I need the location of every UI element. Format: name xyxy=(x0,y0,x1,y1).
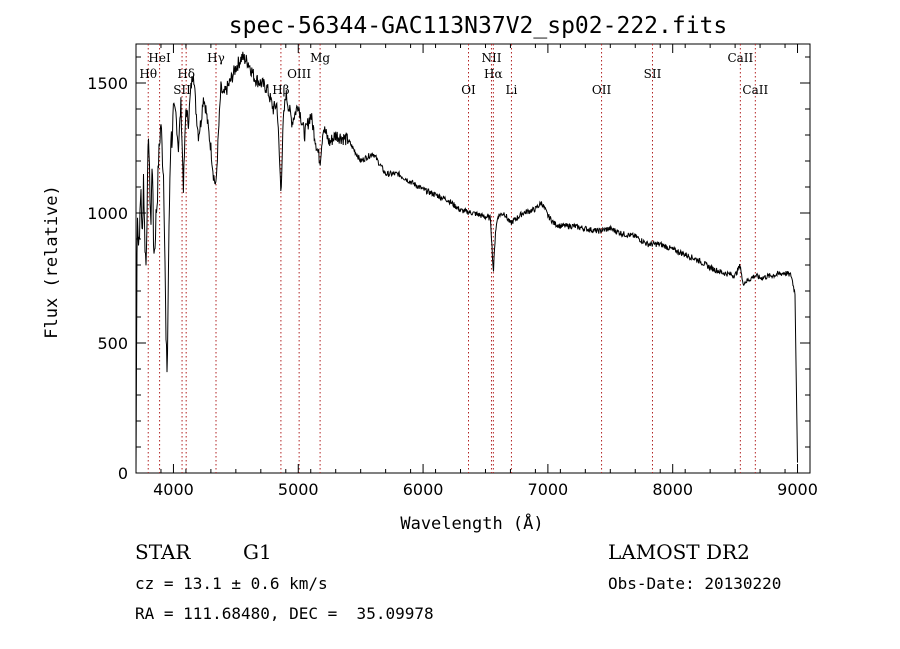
line-marker-label: OIII xyxy=(287,67,311,81)
y-axis-label: Flux (relative) xyxy=(42,185,62,339)
line-marker-label: SII xyxy=(644,67,662,81)
plot-border xyxy=(135,43,811,474)
obs-date: Obs-Date: 20130220 xyxy=(608,574,782,593)
spectrum-series xyxy=(135,51,798,474)
line-marker-label: Hδ xyxy=(177,67,195,81)
line-marker-label: CaII xyxy=(742,83,768,97)
y-tick-label: 0 xyxy=(118,464,128,483)
x-tick-label: 8000 xyxy=(652,480,693,499)
plot-frame xyxy=(135,43,811,474)
line-marker-label: OI xyxy=(461,83,476,97)
survey-label: LAMOST DR2 xyxy=(608,540,750,564)
object-subclass: G1 xyxy=(243,540,272,564)
line-marker-label: SII xyxy=(173,83,191,97)
y-tick-label: 500 xyxy=(97,334,128,353)
x-tick-label: 5000 xyxy=(278,480,319,499)
x-tick-label: 4000 xyxy=(153,480,194,499)
line-marker-label: NII xyxy=(481,51,501,65)
line-marker-label: Li xyxy=(506,83,518,97)
line-marker-label: Hβ xyxy=(272,83,289,97)
line-marker-label: CaII xyxy=(727,51,753,65)
x-axis-label: Wavelength (Å) xyxy=(400,512,543,534)
line-marker-label: Mg xyxy=(310,51,330,65)
x-tick-label: 7000 xyxy=(528,480,569,499)
redshift-cz: cz = 13.1 ± 0.6 km/s xyxy=(135,574,328,593)
line-marker-label: OII xyxy=(592,83,612,97)
y-tick-label: 1000 xyxy=(87,204,128,223)
axis-ticks: 4000 5000 6000 7000 8000 9000 0 500 1000 1500 xyxy=(87,44,818,499)
y-tick-label: 1500 xyxy=(87,74,128,93)
x-tick-label: 6000 xyxy=(403,480,444,499)
chart-title: spec-56344-GAC113N37V2_sp02-222.fits xyxy=(229,13,728,39)
object-class: STAR xyxy=(135,540,191,564)
coordinates: RA = 111.68480, DEC = 35.09978 xyxy=(135,604,434,623)
spectrum-line xyxy=(135,51,798,474)
line-marker-label: Hγ xyxy=(207,51,225,65)
x-tick-label: 9000 xyxy=(777,480,818,499)
line-marker-label: Hα xyxy=(484,67,503,81)
line-marker-label: HeI xyxy=(148,51,171,65)
line-marker-label: Hθ xyxy=(139,67,157,81)
